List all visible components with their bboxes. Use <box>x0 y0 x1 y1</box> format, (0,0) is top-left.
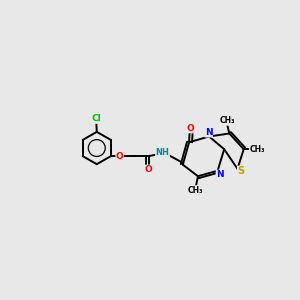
Text: N: N <box>216 170 224 179</box>
Text: NH: NH <box>156 148 170 157</box>
Text: N: N <box>205 128 212 137</box>
Text: CH₃: CH₃ <box>220 116 235 125</box>
Text: CH₃: CH₃ <box>249 145 265 154</box>
Text: O: O <box>144 165 152 174</box>
Text: CH₃: CH₃ <box>188 186 204 195</box>
Text: O: O <box>187 124 194 133</box>
Text: O: O <box>116 152 124 160</box>
Text: S: S <box>237 166 244 176</box>
Text: Cl: Cl <box>92 114 101 123</box>
